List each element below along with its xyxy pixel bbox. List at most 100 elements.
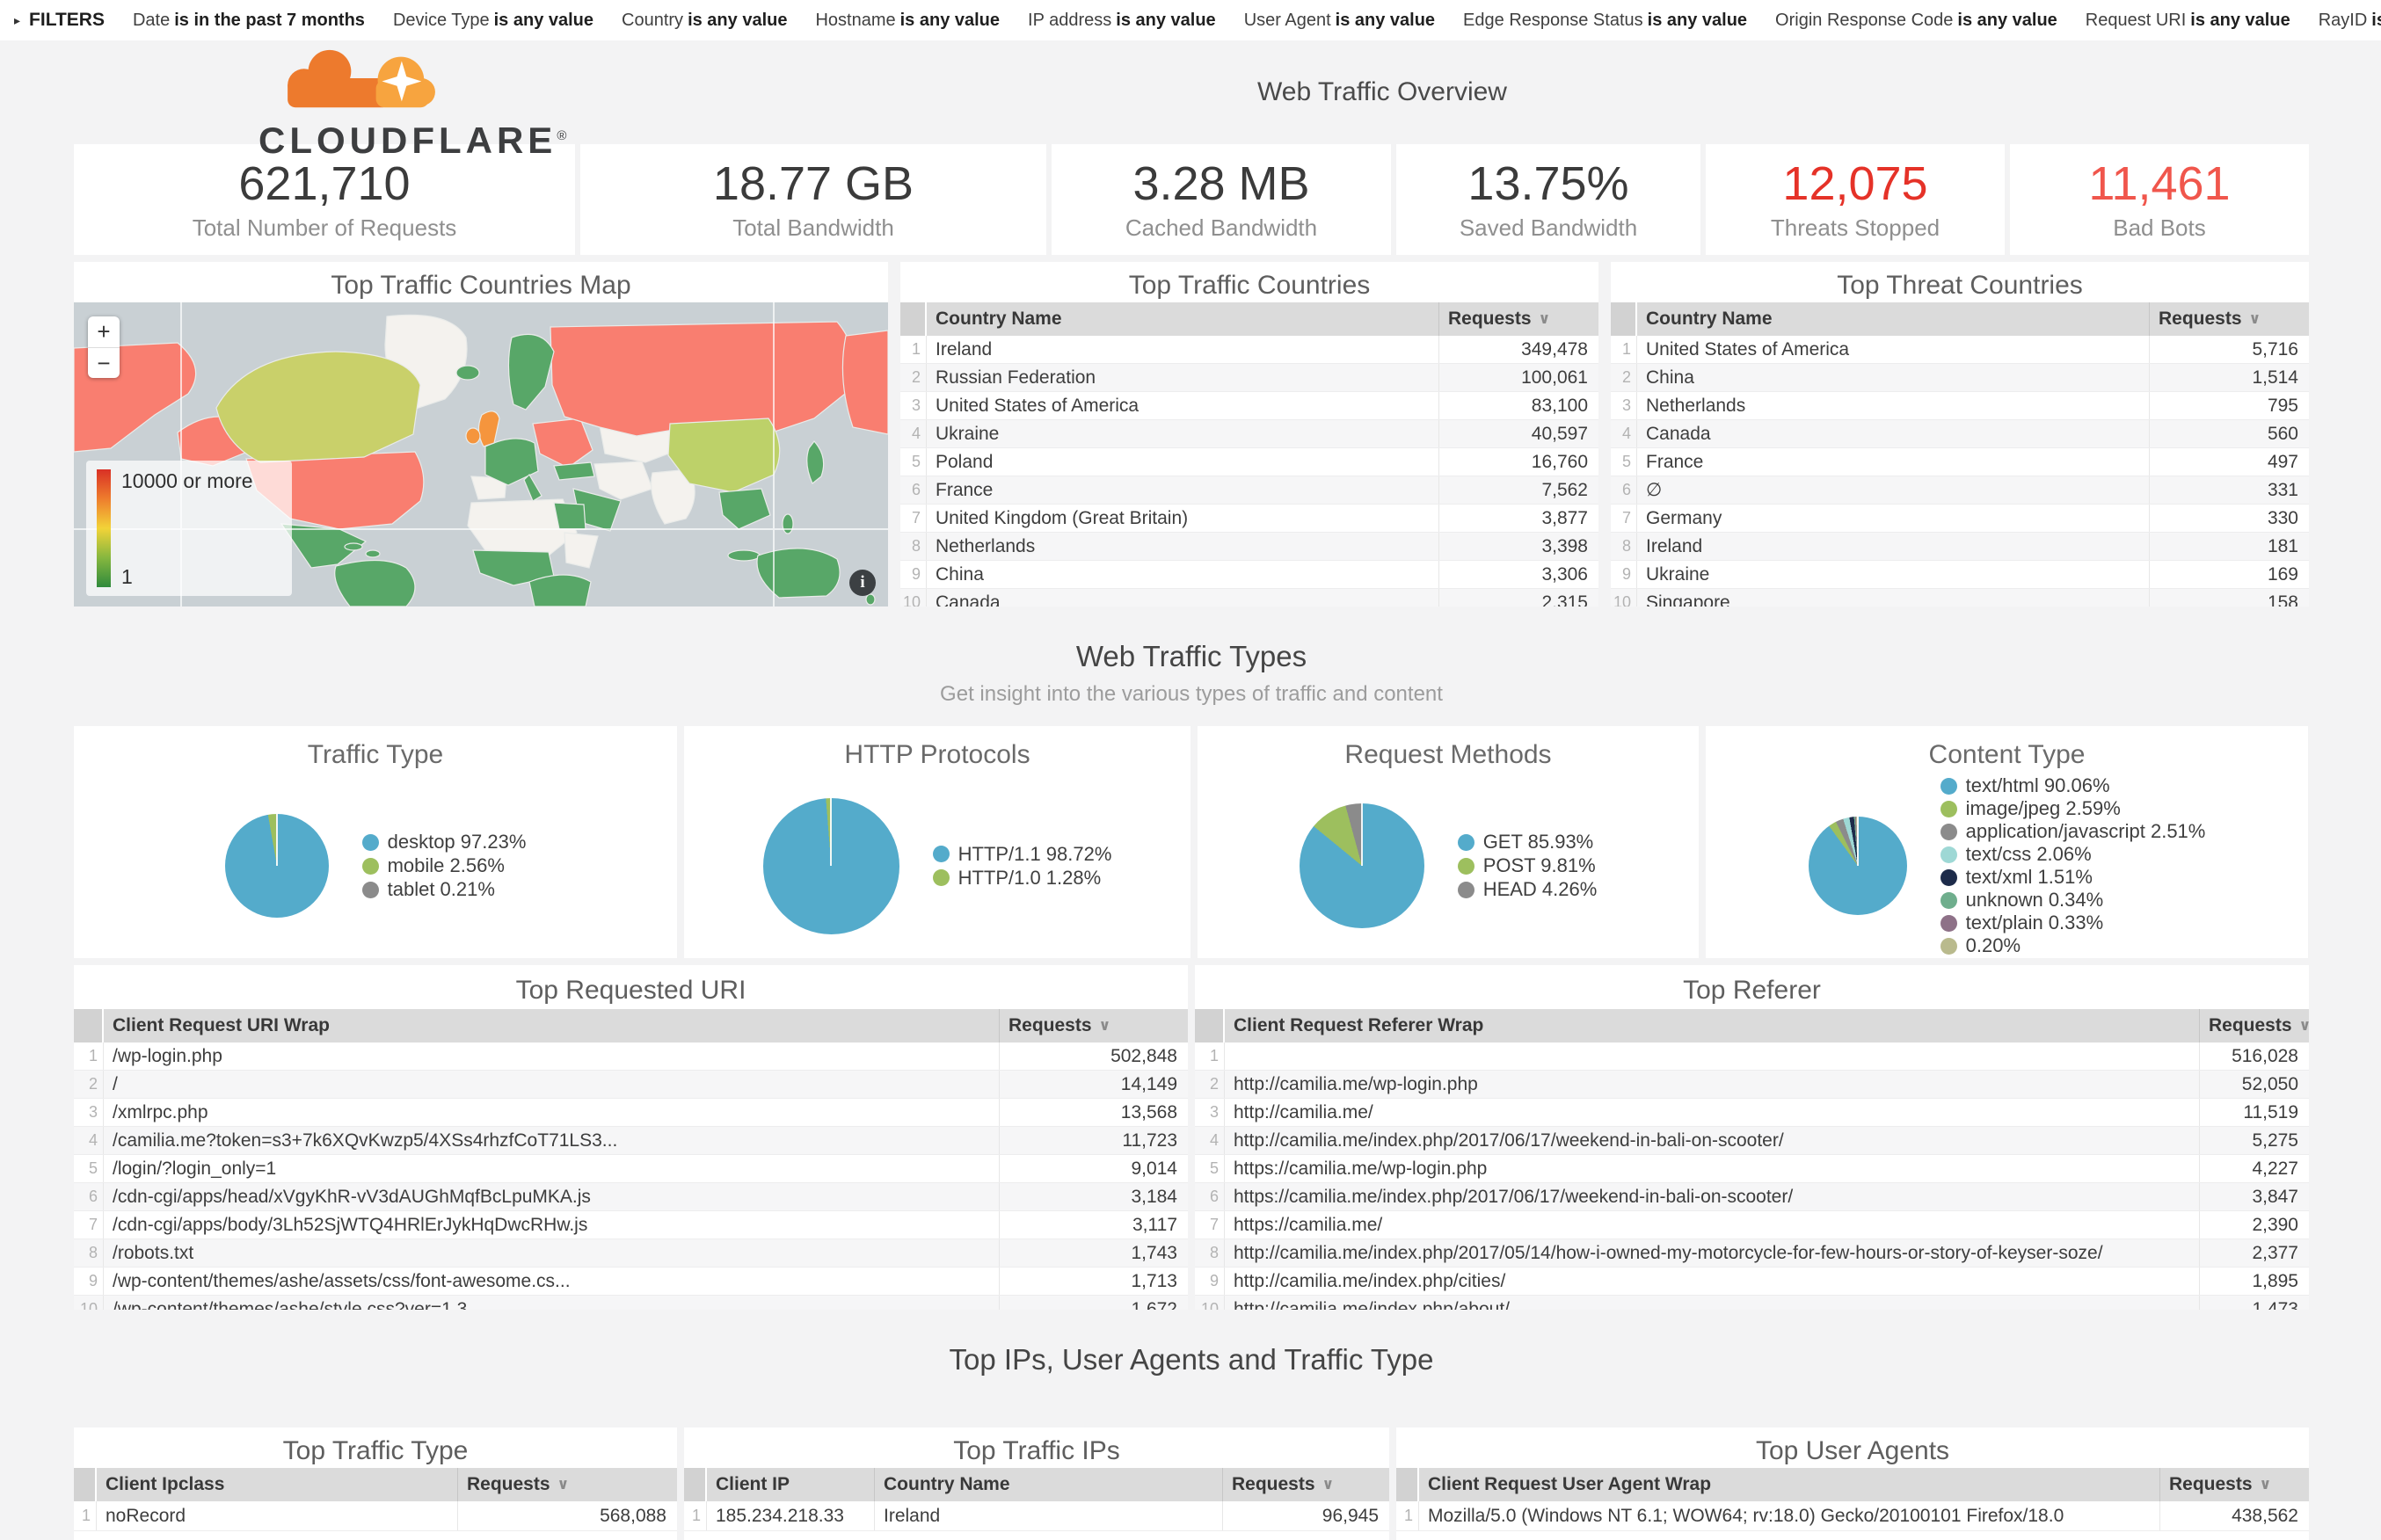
country-cell: Canada — [936, 592, 1001, 607]
sort-requests-header[interactable]: Requests ∨ — [999, 1009, 1188, 1042]
table-row[interactable]: 7 /cdn-cgi/apps/body/3Lh52SjWTQ4HRlErJyk… — [74, 1211, 1188, 1239]
table-row[interactable]: 1 516,028 — [1195, 1042, 2309, 1071]
table-row[interactable]: 5 /login/?login_only=1 9,014 — [74, 1155, 1188, 1183]
cloudflare-logo: CLOUDFLARE® — [258, 44, 566, 159]
zoom-out-button[interactable]: − — [88, 347, 120, 378]
legend-item: GET 85.93% — [1457, 831, 1598, 854]
legend-swatch — [1940, 800, 1957, 817]
rank-cell: 5 — [1611, 448, 1637, 476]
table-row[interactable]: 8 Netherlands 3,398 — [900, 533, 1598, 561]
sort-requests-header[interactable]: Requests ∨ — [457, 1468, 677, 1501]
rank-cell: 9 — [74, 1268, 104, 1295]
filter-chip[interactable]: User Agent is any value — [1244, 11, 1435, 31]
table-row[interactable]: 5 France 497 — [1611, 448, 2309, 476]
requests-cell: 349,478 — [1438, 336, 1598, 363]
filter-chip[interactable]: Date is in the past 7 months — [133, 11, 365, 31]
table-row[interactable]: 9 /wp-content/themes/ashe/assets/css/fon… — [74, 1268, 1188, 1296]
table-row[interactable]: 6 France 7,562 — [900, 476, 1598, 505]
table-header: Country Name Requests ∨ — [900, 302, 1598, 336]
table-row[interactable]: 10 /wp-content/themes/ashe/style.css?ver… — [74, 1296, 1188, 1310]
legend-item: text/plain 0.33% — [1940, 912, 2206, 934]
rank-cell: 6 — [1611, 476, 1637, 504]
table-row[interactable]: 3 United States of America 83,100 — [900, 392, 1598, 420]
table-row[interactable]: 10 Singapore 158 — [1611, 589, 2309, 607]
sort-requests-header[interactable]: Requests ∨ — [1222, 1468, 1389, 1501]
table-row[interactable]: 7 Germany 330 — [1611, 505, 2309, 533]
requests-cell: 13,568 — [999, 1099, 1188, 1126]
table-row[interactable]: 1 Ireland 349,478 — [900, 336, 1598, 364]
info-icon[interactable]: i — [849, 570, 876, 596]
rank-cell: 8 — [1195, 1239, 1225, 1267]
filters-toggle[interactable]: ▸ FILTERS — [14, 10, 105, 31]
filter-chip[interactable]: Country is any value — [622, 11, 787, 31]
table-row[interactable]: 1 /wp-login.php 502,848 — [74, 1042, 1188, 1071]
table-row[interactable]: 1 United States of America 5,716 — [1611, 336, 2309, 364]
table-row[interactable]: 9 China 3,306 — [900, 561, 1598, 589]
table-row[interactable]: 7 https://camilia.me/ 2,390 — [1195, 1211, 2309, 1239]
rank-cell: 3 — [1195, 1099, 1225, 1126]
table-row[interactable]: 4 Ukraine 40,597 — [900, 420, 1598, 448]
filter-chip[interactable]: Edge Response Status is any value — [1463, 11, 1747, 31]
sort-requests-header[interactable]: Requests ∨ — [1438, 302, 1598, 336]
pie-legend: GET 85.93% POST 9.81% HEAD 4.26% — [1457, 831, 1598, 902]
zoom-in-button[interactable]: + — [97, 318, 111, 345]
kpi-value: 13.75% — [1467, 157, 1629, 210]
table-row[interactable]: 7 United Kingdom (Great Britain) 3,877 — [900, 505, 1598, 533]
filter-chip[interactable]: IP address is any value — [1028, 11, 1216, 31]
table-row[interactable]: 8 http://camilia.me/index.php/2017/05/14… — [1195, 1239, 2309, 1268]
world-map[interactable]: + − 10000 or more 1 i — [74, 302, 888, 607]
table-row[interactable]: 3 http://camilia.me/ 11,519 — [1195, 1099, 2309, 1127]
table-header: Client Request Referer Wrap Requests ∨ — [1195, 1009, 2309, 1042]
rank-cell: 8 — [74, 1239, 104, 1267]
table-row[interactable]: 5 Poland 16,760 — [900, 448, 1598, 476]
table-row[interactable]: 8 Ireland 181 — [1611, 533, 2309, 561]
table-row[interactable]: 2 China 1,514 — [1611, 364, 2309, 392]
table-row[interactable]: 1 noRecord 568,088 — [74, 1501, 677, 1531]
table-row[interactable]: 4 Canada 560 — [1611, 420, 2309, 448]
rank-cell: 7 — [1195, 1211, 1225, 1239]
table-row[interactable]: 1 Mozilla/5.0 (Windows NT 6.1; WOW64; rv… — [1396, 1501, 2309, 1531]
requests-cell: 2,315 — [1438, 589, 1598, 607]
sort-desc-icon: ∨ — [2298, 1017, 2309, 1034]
legend-label: mobile 2.56% — [387, 854, 505, 876]
table-row[interactable]: 8 /robots.txt 1,743 — [74, 1239, 1188, 1268]
filter-chip[interactable]: Request URI is any value — [2086, 11, 2290, 31]
rank-cell: 10 — [900, 589, 927, 607]
sort-requests-header[interactable]: Requests ∨ — [2159, 1468, 2309, 1501]
table-row[interactable]: 9 Ukraine 169 — [1611, 561, 2309, 589]
filter-chip[interactable]: Origin Response Code is any value — [1775, 11, 2057, 31]
pie-legend: text/html 90.06% image/jpeg 2.59% applic… — [1940, 774, 2206, 957]
table-row[interactable]: 10 Canada 2,315 — [900, 589, 1598, 607]
table-row[interactable]: 6 ∅ 331 — [1611, 476, 2309, 505]
filter-value: is any value — [2190, 10, 2290, 30]
table-row[interactable]: 10 http://camilia.me/index.php/about/ 1,… — [1195, 1296, 2309, 1310]
table-row[interactable]: 4 /camilia.me?token=s3+7k6XQvKwzp5/4XSs4… — [74, 1127, 1188, 1155]
requests-cell: 7,562 — [1438, 476, 1598, 504]
referer-title: Top Referer — [1683, 976, 1821, 1005]
table-row[interactable]: 2 http://camilia.me/wp-login.php 52,050 — [1195, 1071, 2309, 1099]
table-row[interactable]: 9 http://camilia.me/index.php/cities/ 1,… — [1195, 1268, 2309, 1296]
table-row[interactable]: 6 /cdn-cgi/apps/head/xVgyKhR-vV3dAUGhMqf… — [74, 1183, 1188, 1211]
table-row[interactable]: 1 185.234.218.33 Ireland 96,945 — [684, 1501, 1389, 1531]
table-row[interactable]: 4 http://camilia.me/index.php/2017/06/17… — [1195, 1127, 2309, 1155]
table-row[interactable]: 2 Russian Federation 100,061 — [900, 364, 1598, 392]
requests-cell: 2,377 — [2199, 1239, 2309, 1267]
filter-chip[interactable]: Hostname is any value — [815, 11, 1000, 31]
filter-chip[interactable]: RayIDis any value — [2319, 11, 2381, 31]
rank-cell: 1 — [1396, 1501, 1419, 1530]
filter-value: is any value — [899, 10, 1001, 30]
sort-desc-icon: ∨ — [2259, 1476, 2272, 1493]
sort-requests-header[interactable]: Requests ∨ — [2199, 1009, 2309, 1042]
rank-cell: 1 — [74, 1042, 104, 1070]
rank-column-header — [74, 1468, 97, 1501]
legend-swatch — [1940, 823, 1957, 840]
table-row[interactable]: 6 https://camilia.me/index.php/2017/06/1… — [1195, 1183, 2309, 1211]
table-row[interactable]: 3 Netherlands 795 — [1611, 392, 2309, 420]
referer-cell: https://camilia.me/index.php/2017/06/17/… — [1234, 1186, 1794, 1207]
filter-chip[interactable]: Device Type is any value — [393, 11, 593, 31]
table-row[interactable]: 3 /xmlrpc.php 13,568 — [74, 1099, 1188, 1127]
table-row[interactable]: 2 / 14,149 — [74, 1071, 1188, 1099]
table-row[interactable]: 5 https://camilia.me/wp-login.php 4,227 — [1195, 1155, 2309, 1183]
sort-requests-header[interactable]: Requests ∨ — [2149, 302, 2309, 336]
map-zoom-control: + − — [88, 316, 120, 378]
